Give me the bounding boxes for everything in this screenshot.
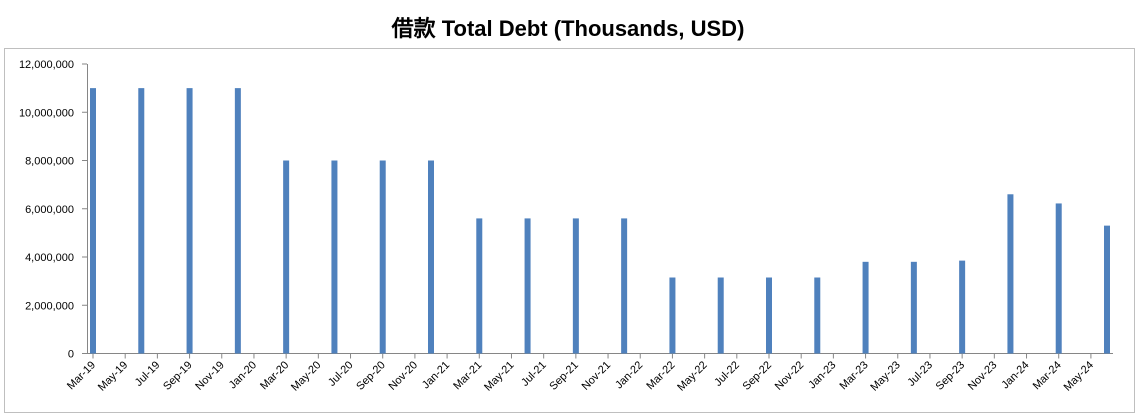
bar <box>766 277 772 354</box>
chart-title: 借款 Total Debt (Thousands, USD) <box>391 16 745 41</box>
bar <box>524 218 531 354</box>
bar <box>669 277 676 354</box>
bar <box>572 218 579 354</box>
y-tick-label: 8,000,000 <box>25 156 74 168</box>
bar <box>283 160 290 354</box>
bar <box>90 88 96 354</box>
bar <box>959 260 966 354</box>
bar <box>331 160 338 354</box>
bar <box>138 88 145 354</box>
y-tick-label: 6,000,000 <box>25 204 74 216</box>
y-tick-label: 0 <box>68 349 74 361</box>
bar <box>234 88 241 354</box>
bar <box>1007 194 1014 354</box>
bar <box>814 277 821 354</box>
bar <box>621 218 628 354</box>
bar <box>910 261 917 354</box>
y-tick-label: 4,000,000 <box>25 252 74 264</box>
bar <box>717 277 724 354</box>
bar <box>428 160 434 354</box>
bar <box>379 160 386 354</box>
bar <box>862 261 869 354</box>
bar <box>476 218 483 354</box>
y-tick-label: 10,000,000 <box>19 107 74 119</box>
bar <box>1055 203 1062 354</box>
bar <box>1104 225 1110 354</box>
bar <box>186 88 193 354</box>
y-tick-label: 12,000,000 <box>19 59 74 71</box>
chart-frame <box>4 48 1135 413</box>
y-tick-label: 2,000,000 <box>25 300 74 312</box>
